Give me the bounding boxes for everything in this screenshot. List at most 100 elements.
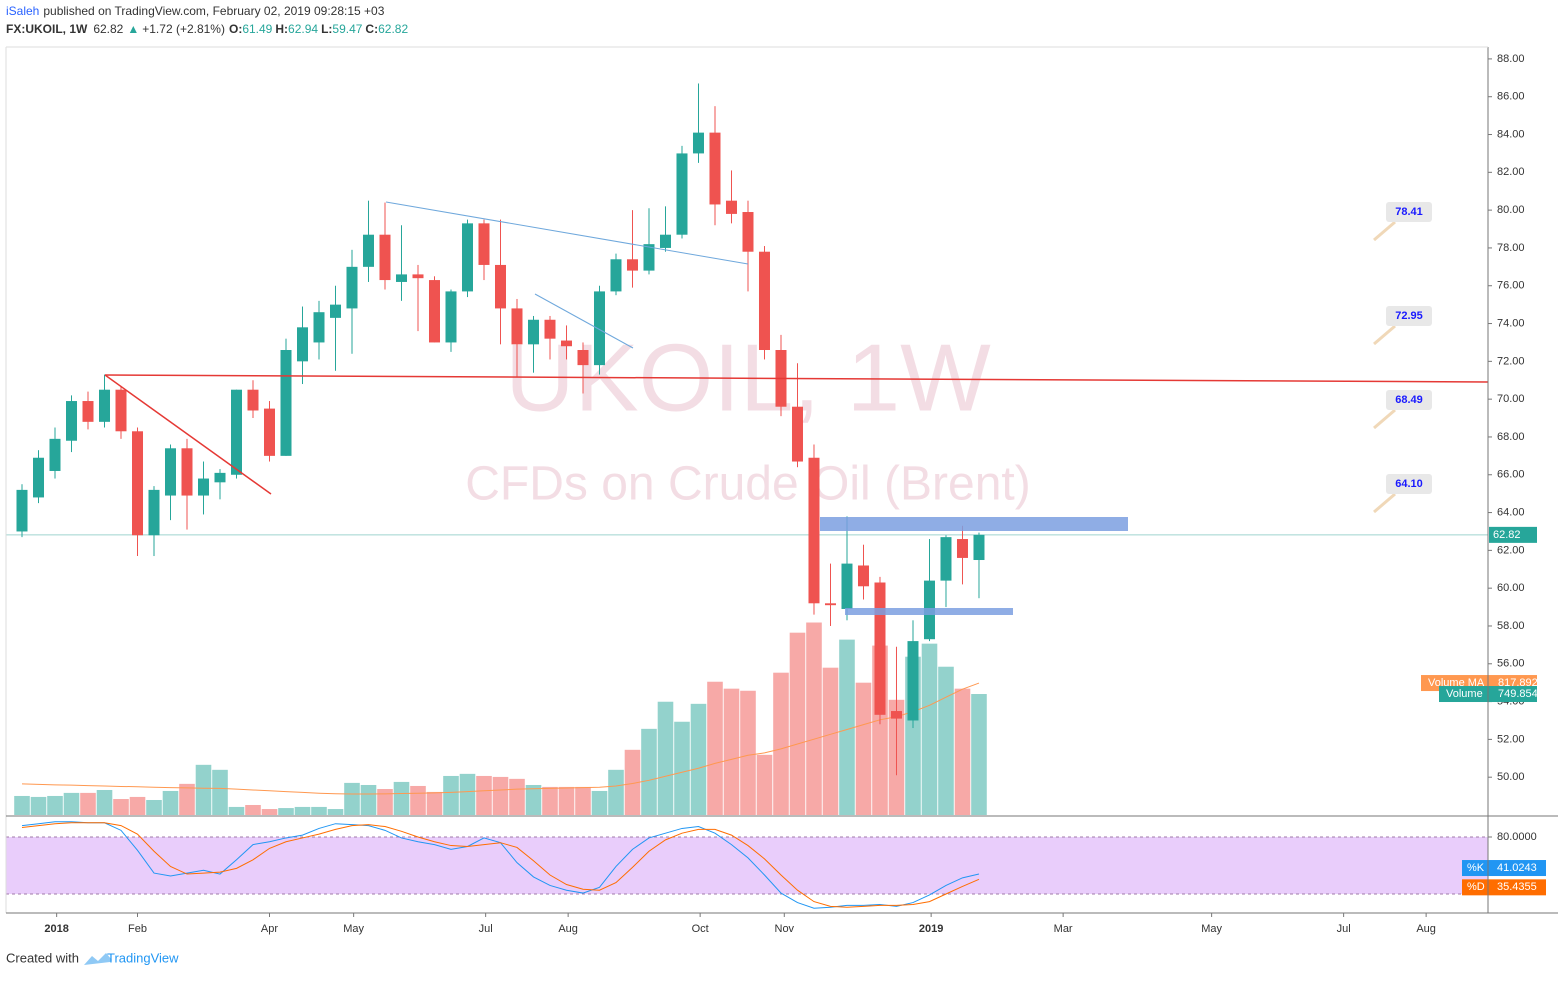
stoch-name: %D [1467, 881, 1485, 893]
candle-body [461, 223, 473, 292]
callout-label: 72.95 [1395, 310, 1423, 322]
candle-body [16, 489, 28, 532]
candle-body [956, 539, 968, 558]
candle-body [49, 438, 61, 471]
arrow: ▲ [127, 22, 139, 36]
candle-body [115, 389, 127, 432]
candle-body [82, 401, 94, 422]
volume-bar [14, 795, 30, 815]
candle-body [395, 274, 407, 282]
header-line-2: FX:UKOIL, 1W 62.82 ▲ +1.72 (+2.81%) O:61.49 H… [6, 22, 408, 36]
volume-bar [344, 782, 360, 815]
published: published on TradingView.com, February 0… [43, 4, 384, 18]
frame [5, 46, 1558, 914]
x-tick-label: Feb [128, 923, 147, 935]
y-tick-label: 82.00 [1497, 166, 1525, 178]
stoch-value: 41.0243 [1497, 862, 1537, 874]
volume-bar [129, 796, 146, 815]
candle-body [907, 641, 919, 721]
volume-bar [789, 632, 806, 815]
volume-bar [525, 784, 542, 815]
watermark: UKOIL, 1W CFDs on Crude Oil (Brent) [465, 324, 1030, 510]
l-label: L: [321, 22, 332, 36]
volume-bar [80, 792, 96, 815]
volume-bar [410, 785, 426, 815]
y-tick-label: 64.00 [1497, 506, 1525, 518]
candle-body [148, 489, 160, 536]
volume-bar [30, 796, 47, 815]
volume-bar [822, 667, 839, 815]
volume-bar [96, 789, 113, 815]
volume-bar [690, 703, 707, 815]
volume-bar [756, 754, 773, 815]
symbol: FX:UKOIL, 1W [6, 22, 88, 36]
volume-bar [393, 781, 410, 815]
volume-bar [657, 701, 674, 815]
volume-bar [624, 749, 641, 815]
volume-bar [542, 786, 558, 815]
volume-bar [839, 639, 855, 815]
candle-body [676, 153, 688, 235]
stoch-value: 35.4355 [1497, 881, 1537, 893]
volume-bar [47, 795, 63, 815]
candle-body [527, 319, 539, 345]
candle-body [709, 132, 721, 205]
volume-bar [509, 778, 525, 815]
candle-body [742, 212, 754, 252]
x-tick-label: 2019 [919, 923, 943, 935]
candle-body [428, 280, 440, 343]
volume-bar [773, 672, 789, 815]
volume-bar [212, 769, 228, 815]
candle-body [824, 603, 836, 606]
h-value: 62.94 [288, 22, 318, 36]
last-price-tag-bg [1489, 526, 1537, 543]
candle-body [379, 234, 391, 281]
stoch-name: %K [1467, 862, 1485, 874]
callout-box [1386, 474, 1432, 494]
candle-body [643, 244, 655, 271]
x-tick-label: 2018 [44, 923, 68, 935]
candle-body [478, 223, 490, 265]
callout-box [1386, 390, 1432, 410]
y-tick-label: 78.00 [1497, 242, 1525, 254]
volume-bar [162, 790, 179, 815]
volume-value: 749.854K [1498, 688, 1546, 700]
volume-bar [360, 784, 377, 815]
candle-body [610, 259, 622, 292]
candle-body [329, 304, 341, 318]
y-tick-label: 52.00 [1497, 733, 1525, 745]
volume-bar [971, 694, 987, 815]
x-tick-label: Aug [558, 923, 578, 935]
candle-body [181, 448, 193, 496]
candle-body [165, 448, 177, 496]
drawings [104, 201, 1489, 615]
candle-body [33, 457, 45, 498]
candle-body [692, 132, 704, 154]
volume-bar [476, 775, 492, 815]
y-tick-label: 50.00 [1497, 771, 1525, 783]
y-tick-label: 88.00 [1497, 53, 1525, 65]
candle-body [346, 266, 358, 309]
logo [84, 953, 112, 965]
volume-bar [723, 688, 740, 815]
callout-label: 64.10 [1395, 478, 1423, 490]
volume-bar [855, 682, 872, 815]
volume-bar [459, 773, 476, 815]
volume-bar [261, 809, 278, 815]
candle-body [890, 711, 902, 719]
candle-body [973, 534, 985, 561]
x-tick-label: Apr [261, 923, 278, 935]
candle-body [214, 472, 226, 483]
volume-bar [377, 789, 393, 815]
x-tick-label: Mar [1054, 923, 1073, 935]
candle-body [412, 274, 424, 279]
y-tick-label: 80.00 [1497, 204, 1525, 216]
candle-body [313, 312, 325, 343]
stoch-tag-bg [1462, 879, 1546, 896]
footer-brand: TradingView [107, 950, 179, 965]
stoch-tag-bg [1462, 860, 1546, 877]
candle-body [280, 350, 292, 456]
l-value: 59.47 [332, 22, 362, 36]
price: 62.82 [93, 22, 123, 36]
volume-bar [146, 799, 162, 815]
